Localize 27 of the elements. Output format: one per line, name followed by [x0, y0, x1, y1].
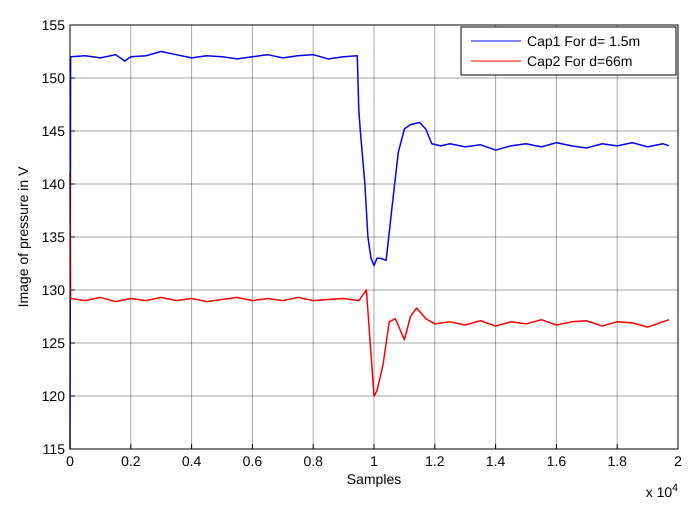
y-tick-label: 140 — [42, 176, 66, 192]
x-tick-label: 0 — [66, 453, 74, 469]
y-tick-label: 130 — [42, 282, 66, 298]
y-tick-label: 150 — [42, 70, 66, 86]
x-tick-label: 0.6 — [242, 453, 262, 469]
x-tick-label: 1.8 — [607, 453, 628, 469]
x-tick-label: 0.8 — [303, 453, 324, 469]
x-tick-label: 0.2 — [121, 453, 141, 469]
x-tick-label: 1 — [370, 453, 378, 469]
line-series — [69, 172, 670, 397]
y-tick-label: 145 — [42, 123, 66, 139]
x-tick-label: 2 — [674, 453, 682, 469]
text: x 10$^{4}$ — [646, 482, 678, 500]
x-tick-label: 1.2 — [425, 453, 445, 469]
y-axis-title: Image of pressure in V — [15, 166, 31, 308]
y-tick-label: 135 — [42, 229, 66, 245]
y-tick-label: 155 — [42, 17, 66, 33]
x-tick-label: 0.4 — [182, 453, 202, 469]
y-tick-label: 125 — [42, 335, 66, 351]
y-tick-label: 115 — [42, 441, 66, 457]
legend-label: Cap1 For d= 1.5m — [527, 33, 640, 49]
x-axis-title: Samples — [346, 471, 402, 487]
x-tick-label: 1.4 — [486, 453, 506, 469]
legend-label: Cap2 For d=66m — [527, 53, 632, 69]
x-tick-label: 1.6 — [546, 453, 566, 469]
line-series — [69, 50, 670, 450]
y-tick-label: 120 — [42, 388, 66, 404]
